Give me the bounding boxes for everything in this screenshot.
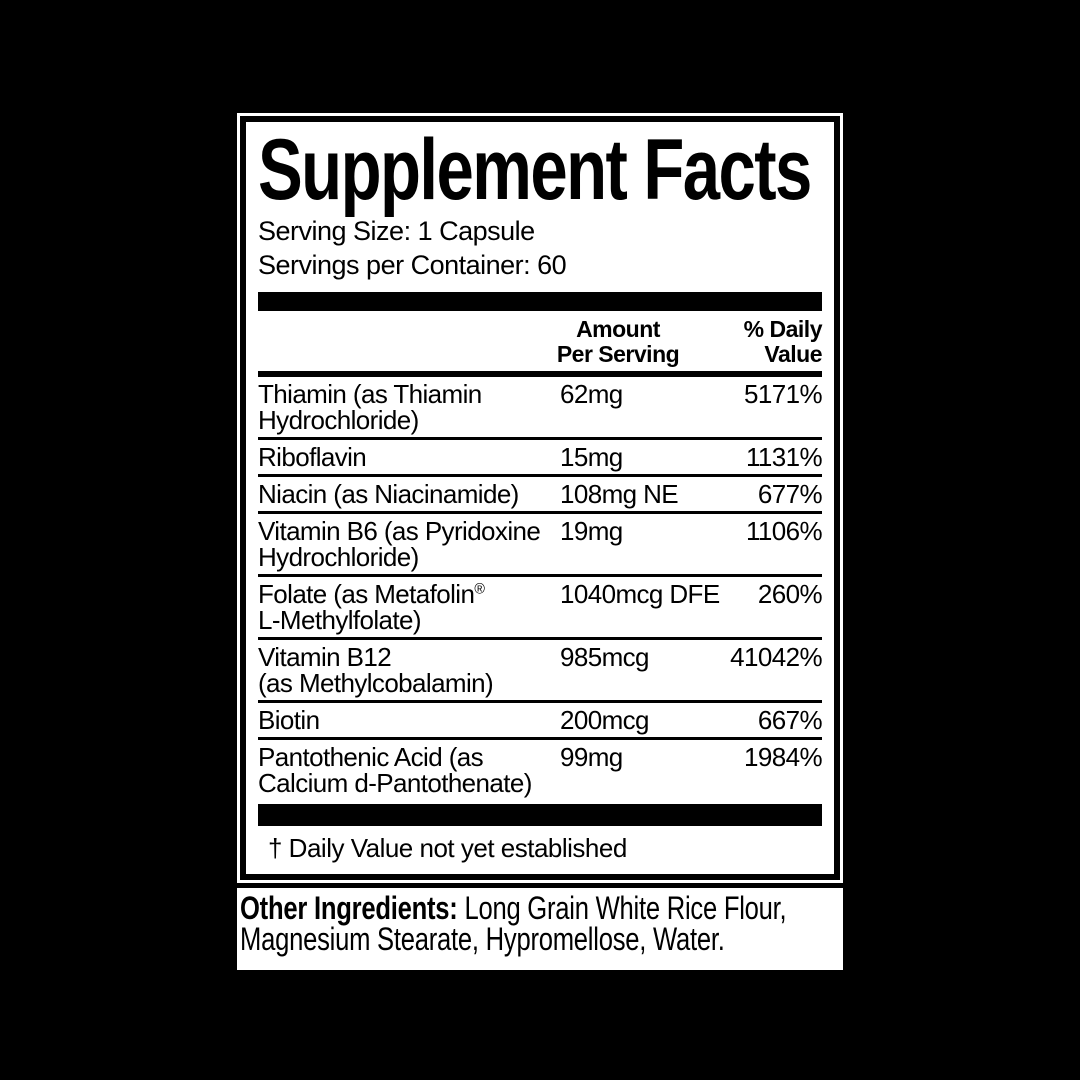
nutrient-name: Thiamin (as Thiamin Hydrochloride)	[258, 381, 560, 433]
serving-info: Serving Size: 1 Capsule Servings per Con…	[258, 214, 822, 282]
amount-value: 985mcg	[560, 642, 650, 672]
nutrient-name: Biotin	[258, 707, 560, 733]
nutrient-name-line2: (as Methylcobalamin)	[258, 668, 494, 698]
daily-value: 677%	[757, 479, 823, 509]
other-ingredients-text: Other Ingredients: Long Grain White Rice…	[240, 890, 843, 957]
nutrient-name: Folate (as Metafolin® L-Methylfolate)	[258, 581, 560, 633]
amount-value: 1040mcg DFE	[560, 579, 720, 609]
nutrient-name-line1: Thiamin (as Thiamin	[258, 379, 482, 409]
daily-value: 1984%	[744, 742, 823, 772]
nutrient-name-line1: Niacin (as Niacinamide)	[258, 479, 519, 509]
header-amount-line2: Per Serving	[556, 341, 680, 367]
nutrient-name: Vitamin B6 (as Pyridoxine Hydrochloride)	[258, 518, 560, 570]
nutrient-name-line2: L-Methylfolate)	[258, 605, 422, 635]
header-amount: Amount Per Serving	[538, 317, 698, 367]
table-row-vitamin-b6: Vitamin B6 (as Pyridoxine Hydrochloride) …	[258, 514, 823, 577]
daily-value: 260%	[757, 579, 823, 609]
nutrient-name: Niacin (as Niacinamide)	[258, 481, 560, 507]
table-header-row: Amount Per Serving % Daily Value	[258, 311, 823, 377]
daily-value-footnote: † Daily Value not yet established	[268, 833, 627, 863]
nutrient-name: Riboflavin	[258, 444, 560, 470]
amount-value: 200mcg	[560, 705, 650, 735]
amount-value: 19mg	[560, 516, 623, 546]
header-dv-line2: Value	[764, 341, 822, 367]
daily-value: 5171%	[744, 379, 823, 409]
table-row-folate: Folate (as Metafolin® L-Methylfolate) 104…	[258, 577, 823, 640]
other-ingredients-list: Long Grain White Rice Flour, Magnesium S…	[240, 890, 787, 957]
nutrient-name: Vitamin B12 (as Methylcobalamin)	[258, 644, 560, 696]
nutrient-name-line1: Riboflavin	[258, 442, 367, 472]
daily-value: 1106%	[745, 516, 823, 546]
daily-value: 1131%	[745, 442, 823, 472]
nutrient-name: Pantothenic Acid (as Calcium d-Pantothena…	[258, 744, 560, 796]
other-ingredients-strip: Other Ingredients: Long Grain White Rice…	[237, 888, 843, 970]
registered-mark: ®	[474, 581, 485, 598]
nutrient-name-line2: Calcium d-Pantothenate)	[258, 768, 532, 798]
amount-value: 62mg	[560, 379, 623, 409]
table-row-biotin: Biotin 200mcg 667%	[258, 703, 823, 740]
header-amount-line1: Amount	[576, 316, 660, 342]
table-row-niacin: Niacin (as Niacinamide) 108mg NE 677%	[258, 477, 823, 514]
nutrient-name-line2: Hydrochloride)	[258, 542, 419, 572]
separator-bar-top	[258, 292, 822, 311]
nutrient-name-line1: Folate (as Metafolin	[258, 579, 475, 609]
amount-value: 108mg NE	[560, 479, 679, 509]
supplement-facts-panel: Supplement Facts Serving Size: 1 Capsule…	[237, 113, 843, 883]
table-row-thiamin: Thiamin (as Thiamin Hydrochloride) 62mg 5…	[258, 377, 823, 440]
nutrient-name-line1: Vitamin B6 (as Pyridoxine	[258, 516, 541, 546]
header-daily-value: % Daily Value	[720, 316, 823, 367]
separator-bar-bottom	[258, 804, 822, 826]
panel-title: Supplement Facts	[258, 122, 812, 218]
serving-size: Serving Size: 1 Capsule	[258, 216, 535, 246]
daily-value: 667%	[757, 705, 823, 735]
table-row-vitamin-b12: Vitamin B12 (as Methylcobalamin) 985mcg 4…	[258, 640, 823, 703]
table-row-pantothenic-acid: Pantothenic Acid (as Calcium d-Pantothena…	[258, 740, 823, 800]
header-dv-line1: % Daily	[743, 316, 823, 342]
nutrient-name-line1: Pantothenic Acid (as	[258, 742, 484, 772]
nutrient-name-line1: Vitamin B12	[258, 642, 392, 672]
nutrient-name-line2: Hydrochloride)	[258, 405, 419, 435]
amount-value: 15mg	[560, 442, 623, 472]
table-row-riboflavin: Riboflavin 15mg 1131%	[258, 440, 823, 477]
amount-value: 99mg	[560, 742, 623, 772]
servings-per-container: Servings per Container: 60	[258, 250, 567, 280]
nutrient-name-line1: Biotin	[258, 705, 320, 735]
daily-value: 41042%	[730, 642, 822, 672]
other-ingredients-label: Other Ingredients:	[240, 890, 458, 926]
